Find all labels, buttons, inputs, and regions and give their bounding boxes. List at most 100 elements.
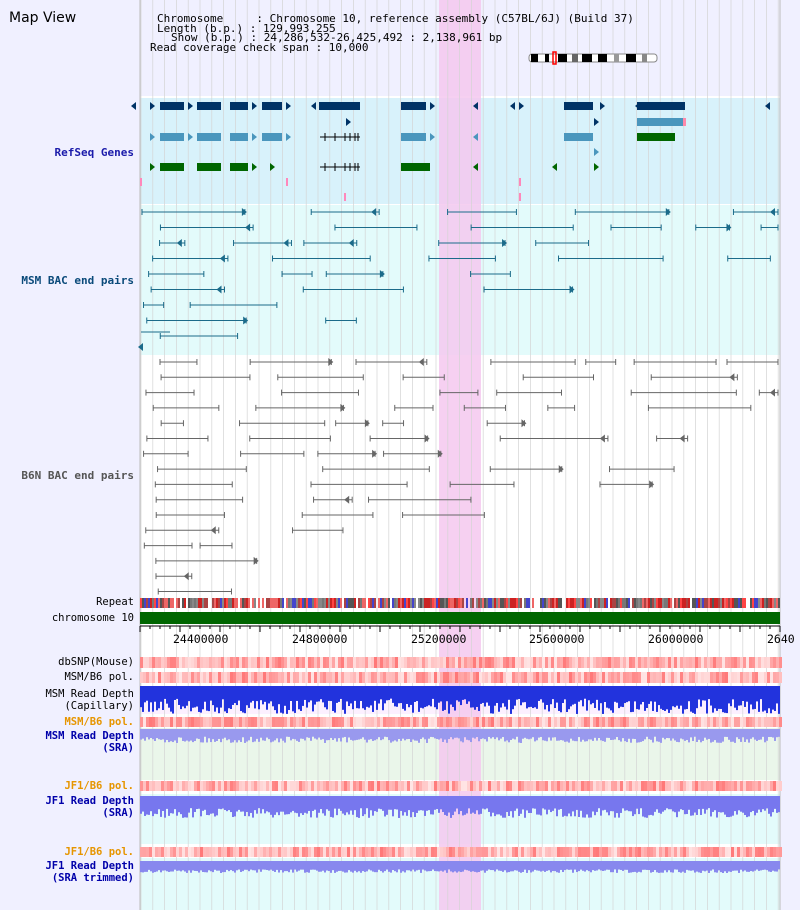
- read-depth-bar: [286, 796, 288, 815]
- heat-cell: [437, 672, 440, 683]
- jf1-b6-pol-trim-label[interactable]: JF1/B6 pol.: [64, 846, 134, 858]
- chromosome-ideogram[interactable]: [528, 51, 660, 65]
- dbsnp-label[interactable]: dbSNP(Mouse): [58, 656, 134, 668]
- heat-cell: [491, 717, 494, 727]
- heat-cell: [692, 847, 695, 857]
- repeat-element: [460, 598, 462, 608]
- heat-cell: [413, 657, 416, 668]
- heat-cell: [227, 847, 230, 857]
- heat-cell: [317, 847, 320, 857]
- read-depth-bar: [590, 729, 592, 740]
- msm-read-depth-sra-label[interactable]: MSM Read Depth: [45, 730, 134, 742]
- read-depth-bar: [274, 796, 276, 815]
- msm-b6-pol-sra-label[interactable]: MSM/B6 pol.: [64, 716, 134, 728]
- read-depth-bar: [528, 796, 530, 814]
- heat-cell: [323, 672, 326, 683]
- heat-cell: [593, 672, 596, 683]
- repeat-element: [622, 598, 624, 608]
- heat-cell: [548, 717, 551, 727]
- heat-cell: [434, 672, 437, 683]
- read-depth-bar: [248, 861, 250, 872]
- read-depth-bar: [232, 861, 234, 872]
- read-depth-bar: [690, 861, 692, 871]
- read-depth-bar: [726, 686, 728, 714]
- repeat-element: [558, 598, 560, 608]
- read-depth-bar: [222, 861, 224, 873]
- repeat-element: [236, 598, 238, 608]
- b6n-bac-label[interactable]: B6N BAC end pairs: [21, 469, 134, 482]
- heat-cell: [500, 657, 503, 668]
- read-depth-bar: [344, 729, 346, 737]
- heat-cell: [728, 717, 731, 727]
- read-depth-bar: [312, 861, 314, 870]
- heat-cell: [413, 717, 416, 727]
- read-depth-bar: [336, 686, 338, 703]
- read-depth-bar: [670, 796, 672, 810]
- read-depth-bar: [604, 796, 606, 810]
- heat-cell: [380, 847, 383, 857]
- repeat-element: [266, 598, 268, 608]
- read-depth-bar: [476, 796, 478, 811]
- repeat-element: [618, 598, 620, 608]
- read-depth-bar: [646, 729, 648, 737]
- read-depth-bar: [212, 861, 214, 873]
- heat-cell: [371, 781, 374, 791]
- read-depth-bar: [622, 729, 624, 739]
- read-depth-bar: [674, 729, 676, 741]
- heat-cell: [551, 781, 554, 791]
- heat-cell: [512, 672, 515, 683]
- repeat-element: [496, 598, 498, 608]
- read-depth-bar: [666, 861, 668, 873]
- repeat-element: [158, 598, 160, 608]
- jf1-read-depth-sra-label[interactable]: JF1 Read Depth: [45, 795, 134, 807]
- b6n-bac-arrow: [729, 373, 735, 382]
- heat-cell: [368, 717, 371, 727]
- jf1-b6-pol-label[interactable]: JF1/B6 pol.: [64, 780, 134, 792]
- read-depth-bar: [502, 796, 504, 818]
- read-depth-bar: [620, 861, 622, 870]
- heat-cell: [419, 717, 422, 727]
- jf1-read-depth-trim-label[interactable]: JF1 Read Depth: [45, 860, 134, 872]
- read-depth-bar: [678, 796, 680, 812]
- heat-cell: [221, 781, 224, 791]
- read-depth-bar: [154, 796, 156, 814]
- heat-cell: [140, 672, 143, 683]
- msm-b6-pol-label[interactable]: MSM/B6 pol.: [64, 671, 134, 683]
- heat-cell: [293, 847, 296, 857]
- read-depth-bar: [326, 686, 328, 710]
- repeat-element: [346, 598, 348, 608]
- repeat-element: [770, 598, 772, 608]
- read-depth-bar: [378, 686, 380, 704]
- read-depth-bar: [214, 729, 216, 742]
- read-depth-bar: [354, 861, 356, 871]
- repeat-element: [396, 598, 398, 608]
- heat-cell: [392, 781, 395, 791]
- heat-cell: [644, 657, 647, 668]
- msm-bac-label[interactable]: MSM BAC end pairs: [21, 274, 134, 287]
- heat-cell: [716, 847, 719, 857]
- read-depth-bar: [736, 796, 738, 815]
- heat-cell: [524, 847, 527, 857]
- read-depth-bar: [216, 729, 218, 742]
- heat-cell: [674, 847, 677, 857]
- heat-cell: [551, 672, 554, 683]
- repeat-element: [656, 598, 658, 608]
- highlight-region[interactable]: [439, 0, 481, 910]
- repeat-element: [714, 598, 716, 608]
- heat-cell: [527, 781, 530, 791]
- read-depth-bar: [242, 861, 244, 872]
- heat-cell: [539, 847, 542, 857]
- read-depth-bar: [230, 796, 232, 813]
- heat-cell: [329, 672, 332, 683]
- repeat-element: [546, 598, 548, 608]
- read-depth-bar: [738, 796, 740, 811]
- refseq-genes-label[interactable]: RefSeq Genes: [54, 146, 134, 159]
- heat-cell: [143, 847, 146, 857]
- heat-cell: [389, 657, 392, 668]
- heat-cell: [236, 847, 239, 857]
- heat-cell: [284, 781, 287, 791]
- msm-read-depth-capillary-label[interactable]: MSM Read Depth: [45, 688, 134, 700]
- repeat-element: [724, 598, 726, 608]
- read-depth-bar: [184, 729, 186, 742]
